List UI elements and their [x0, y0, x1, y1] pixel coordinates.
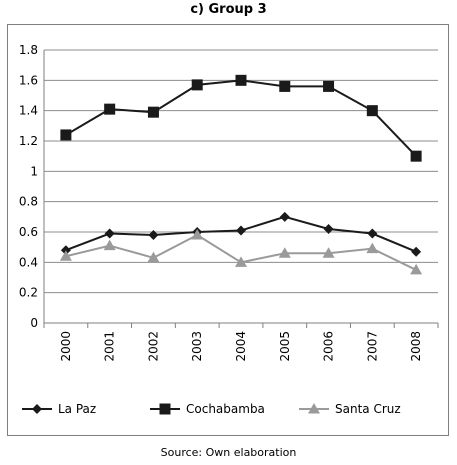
data-point-santa-cruz — [322, 247, 335, 258]
y-tick-label: 1.4 — [19, 104, 38, 118]
y-tick-label: 0.8 — [19, 195, 38, 209]
x-tick-label: 2003 — [190, 331, 204, 362]
axes — [43, 50, 439, 328]
x-tick-label: 2004 — [234, 331, 248, 362]
data-point-la-paz — [60, 245, 71, 256]
data-point-la-paz — [236, 225, 246, 236]
data-point-santa-cruz — [191, 229, 204, 240]
legend-label: La Paz — [58, 402, 96, 416]
data-point-cochabamba — [147, 106, 159, 118]
data-point-cochabamba — [323, 80, 335, 92]
legend-item-la-paz: La Paz — [22, 402, 96, 416]
y-tick-label: 1.2 — [19, 134, 38, 148]
data-point-la-paz — [323, 223, 334, 234]
x-tick-label: 2002 — [146, 331, 160, 362]
data-point-la-paz — [104, 228, 115, 239]
x-tick-label: 2008 — [409, 331, 423, 362]
series-line-cochabamba — [65, 79, 417, 157]
legend: La Paz Cochabamba Santa Cruz — [22, 402, 401, 416]
gridlines — [44, 49, 438, 294]
legend-label: Santa Cruz — [335, 402, 401, 416]
x-tick-label: 2001 — [103, 331, 117, 362]
data-point-la-paz — [367, 228, 378, 239]
y-tick-label: 1 — [30, 164, 38, 178]
y-tick-label: 0.6 — [19, 225, 38, 239]
data-point-santa-cruz — [278, 247, 291, 258]
x-tick-label: 2000 — [59, 331, 73, 362]
data-point-cochabamba — [104, 103, 116, 115]
data-point-santa-cruz — [147, 251, 160, 263]
source-note: Source: Own elaboration — [160, 446, 297, 459]
chart-frame — [7, 24, 449, 436]
legend-swatch-marker — [32, 404, 42, 414]
data-point-santa-cruz — [235, 256, 247, 267]
data-point-cochabamba — [60, 129, 72, 141]
data-point-cochabamba — [235, 74, 247, 86]
legend-swatch-marker — [308, 403, 320, 414]
chart-title: c) Group 3 — [190, 2, 267, 17]
x-tick-label: 2005 — [278, 331, 292, 362]
data-point-cochabamba — [279, 80, 291, 92]
data-point-cochabamba — [410, 150, 422, 162]
y-tick-label: 0.2 — [19, 286, 38, 300]
legend-label: Cochabamba — [186, 402, 265, 416]
x-tick-label: 2007 — [365, 331, 379, 362]
x-tick-labels: 2000 2001 2002 2003 2004 2005 2006 2007 2008 — [59, 331, 423, 362]
series — [59, 74, 423, 275]
data-point-santa-cruz — [103, 239, 116, 251]
legend-swatch-marker — [159, 403, 171, 415]
x-tick-label: 2006 — [322, 331, 336, 362]
y-tick-label: 1.8 — [19, 43, 38, 57]
y-tick-label: 0 — [30, 316, 38, 330]
legend-item-cochabamba: Cochabamba — [150, 402, 265, 416]
data-point-santa-cruz — [59, 250, 72, 261]
line-chart: 00.20.40.60.811.21.41.61.8 2000 2001 2002 2… — [19, 43, 439, 416]
data-point-cochabamba — [366, 105, 378, 117]
y-tick-labels: 0 0.2 0.4 0.6 0.8 1 1.2 1.4 1.6 1.8 — [19, 43, 38, 330]
data-point-cochabamba — [191, 79, 203, 91]
data-point-la-paz — [279, 211, 290, 222]
y-tick-label: 0.4 — [19, 255, 38, 269]
legend-item-santa-cruz: Santa Cruz — [299, 402, 401, 416]
data-point-santa-cruz — [410, 263, 423, 275]
y-tick-label: 1.6 — [19, 73, 38, 87]
data-point-santa-cruz — [366, 242, 379, 254]
data-point-la-paz — [411, 246, 422, 257]
data-point-la-paz — [148, 230, 159, 241]
